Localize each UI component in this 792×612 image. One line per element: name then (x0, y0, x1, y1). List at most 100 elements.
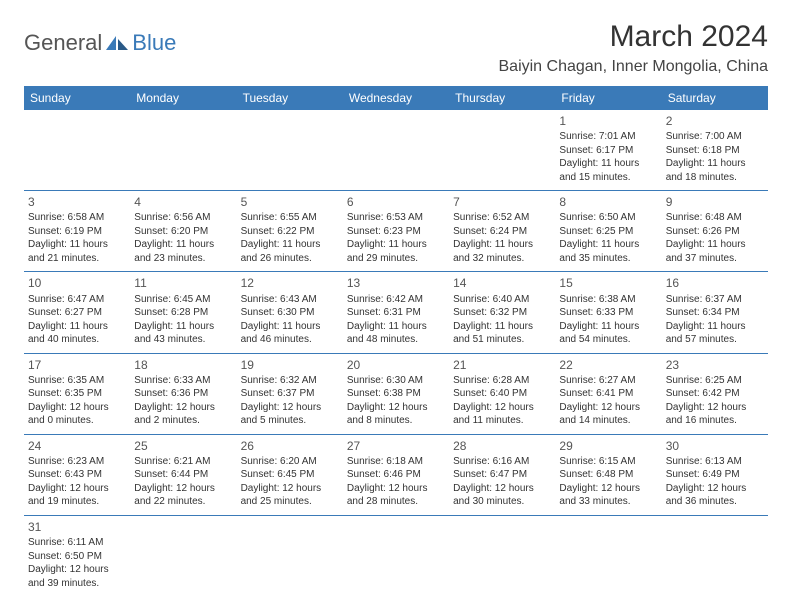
sunset-text: Sunset: 6:30 PM (241, 306, 339, 320)
sunrise-text: Sunrise: 6:13 AM (666, 455, 764, 469)
daylight-text: Daylight: 11 hours and 54 minutes. (559, 320, 657, 347)
day-number: 15 (559, 275, 657, 291)
calendar-cell: 30Sunrise: 6:13 AMSunset: 6:49 PMDayligh… (662, 434, 768, 515)
calendar-cell (130, 110, 236, 191)
daylight-text: Daylight: 11 hours and 26 minutes. (241, 238, 339, 265)
sunset-text: Sunset: 6:35 PM (28, 387, 126, 401)
daylight-text: Daylight: 11 hours and 15 minutes. (559, 157, 657, 184)
sunrise-text: Sunrise: 6:33 AM (134, 374, 232, 388)
sunset-text: Sunset: 6:43 PM (28, 468, 126, 482)
sunset-text: Sunset: 6:33 PM (559, 306, 657, 320)
calendar-cell: 29Sunrise: 6:15 AMSunset: 6:48 PMDayligh… (555, 434, 661, 515)
sunset-text: Sunset: 6:31 PM (347, 306, 445, 320)
calendar-cell: 22Sunrise: 6:27 AMSunset: 6:41 PMDayligh… (555, 353, 661, 434)
day-number: 3 (28, 194, 126, 210)
sunset-text: Sunset: 6:45 PM (241, 468, 339, 482)
day-number: 24 (28, 438, 126, 454)
calendar-cell: 20Sunrise: 6:30 AMSunset: 6:38 PMDayligh… (343, 353, 449, 434)
daylight-text: Daylight: 11 hours and 57 minutes. (666, 320, 764, 347)
day-number: 2 (666, 113, 764, 129)
sunset-text: Sunset: 6:46 PM (347, 468, 445, 482)
logo-text-general: General (24, 30, 102, 56)
sunrise-text: Sunrise: 6:25 AM (666, 374, 764, 388)
calendar-cell: 10Sunrise: 6:47 AMSunset: 6:27 PMDayligh… (24, 272, 130, 353)
day-number: 18 (134, 357, 232, 373)
day-number: 14 (453, 275, 551, 291)
sunrise-text: Sunrise: 6:48 AM (666, 211, 764, 225)
calendar-week: 3Sunrise: 6:58 AMSunset: 6:19 PMDaylight… (24, 191, 768, 272)
location: Baiyin Chagan, Inner Mongolia, China (499, 58, 769, 76)
calendar-cell: 23Sunrise: 6:25 AMSunset: 6:42 PMDayligh… (662, 353, 768, 434)
calendar-cell: 27Sunrise: 6:18 AMSunset: 6:46 PMDayligh… (343, 434, 449, 515)
day-number: 5 (241, 194, 339, 210)
daylight-text: Daylight: 11 hours and 29 minutes. (347, 238, 445, 265)
calendar-cell: 18Sunrise: 6:33 AMSunset: 6:36 PMDayligh… (130, 353, 236, 434)
calendar-cell (130, 515, 236, 596)
daylight-text: Daylight: 11 hours and 51 minutes. (453, 320, 551, 347)
sunrise-text: Sunrise: 6:23 AM (28, 455, 126, 469)
daylight-text: Daylight: 12 hours and 2 minutes. (134, 401, 232, 428)
sunset-text: Sunset: 6:38 PM (347, 387, 445, 401)
calendar-cell: 19Sunrise: 6:32 AMSunset: 6:37 PMDayligh… (237, 353, 343, 434)
sunset-text: Sunset: 6:22 PM (241, 225, 339, 239)
sunset-text: Sunset: 6:18 PM (666, 144, 764, 158)
calendar-cell (555, 515, 661, 596)
calendar-cell (449, 110, 555, 191)
day-number: 25 (134, 438, 232, 454)
calendar-cell (237, 110, 343, 191)
calendar-cell: 8Sunrise: 6:50 AMSunset: 6:25 PMDaylight… (555, 191, 661, 272)
daylight-text: Daylight: 12 hours and 11 minutes. (453, 401, 551, 428)
calendar-cell: 13Sunrise: 6:42 AMSunset: 6:31 PMDayligh… (343, 272, 449, 353)
calendar-cell (237, 515, 343, 596)
sunset-text: Sunset: 6:19 PM (28, 225, 126, 239)
sunrise-text: Sunrise: 6:27 AM (559, 374, 657, 388)
calendar-cell: 3Sunrise: 6:58 AMSunset: 6:19 PMDaylight… (24, 191, 130, 272)
calendar-cell (449, 515, 555, 596)
sunrise-text: Sunrise: 6:35 AM (28, 374, 126, 388)
day-header: Wednesday (343, 86, 449, 110)
day-number: 19 (241, 357, 339, 373)
daylight-text: Daylight: 12 hours and 5 minutes. (241, 401, 339, 428)
sunset-text: Sunset: 6:34 PM (666, 306, 764, 320)
sunrise-text: Sunrise: 6:30 AM (347, 374, 445, 388)
calendar-cell: 9Sunrise: 6:48 AMSunset: 6:26 PMDaylight… (662, 191, 768, 272)
calendar-cell: 16Sunrise: 6:37 AMSunset: 6:34 PMDayligh… (662, 272, 768, 353)
daylight-text: Daylight: 11 hours and 43 minutes. (134, 320, 232, 347)
calendar-cell: 5Sunrise: 6:55 AMSunset: 6:22 PMDaylight… (237, 191, 343, 272)
sunrise-text: Sunrise: 7:00 AM (666, 130, 764, 144)
calendar-cell: 14Sunrise: 6:40 AMSunset: 6:32 PMDayligh… (449, 272, 555, 353)
day-header: Monday (130, 86, 236, 110)
day-number: 26 (241, 438, 339, 454)
sunset-text: Sunset: 6:32 PM (453, 306, 551, 320)
sunrise-text: Sunrise: 6:32 AM (241, 374, 339, 388)
daylight-text: Daylight: 12 hours and 36 minutes. (666, 482, 764, 509)
day-number: 27 (347, 438, 445, 454)
day-number: 1 (559, 113, 657, 129)
day-number: 4 (134, 194, 232, 210)
daylight-text: Daylight: 11 hours and 23 minutes. (134, 238, 232, 265)
daylight-text: Daylight: 12 hours and 22 minutes. (134, 482, 232, 509)
sunrise-text: Sunrise: 6:55 AM (241, 211, 339, 225)
daylight-text: Daylight: 12 hours and 30 minutes. (453, 482, 551, 509)
page-title: March 2024 (499, 20, 769, 54)
sunset-text: Sunset: 6:25 PM (559, 225, 657, 239)
daylight-text: Daylight: 11 hours and 46 minutes. (241, 320, 339, 347)
sunrise-text: Sunrise: 6:15 AM (559, 455, 657, 469)
sunset-text: Sunset: 6:48 PM (559, 468, 657, 482)
daylight-text: Daylight: 12 hours and 28 minutes. (347, 482, 445, 509)
sunset-text: Sunset: 6:17 PM (559, 144, 657, 158)
sunrise-text: Sunrise: 6:20 AM (241, 455, 339, 469)
sunrise-text: Sunrise: 6:38 AM (559, 293, 657, 307)
day-number: 21 (453, 357, 551, 373)
day-number: 31 (28, 519, 126, 535)
calendar-week: 31Sunrise: 6:11 AMSunset: 6:50 PMDayligh… (24, 515, 768, 596)
logo: General Blue (24, 30, 176, 56)
sunrise-text: Sunrise: 6:42 AM (347, 293, 445, 307)
daylight-text: Daylight: 11 hours and 21 minutes. (28, 238, 126, 265)
day-number: 13 (347, 275, 445, 291)
sunset-text: Sunset: 6:37 PM (241, 387, 339, 401)
sunset-text: Sunset: 6:47 PM (453, 468, 551, 482)
sunset-text: Sunset: 6:36 PM (134, 387, 232, 401)
day-number: 11 (134, 275, 232, 291)
calendar-cell: 2Sunrise: 7:00 AMSunset: 6:18 PMDaylight… (662, 110, 768, 191)
